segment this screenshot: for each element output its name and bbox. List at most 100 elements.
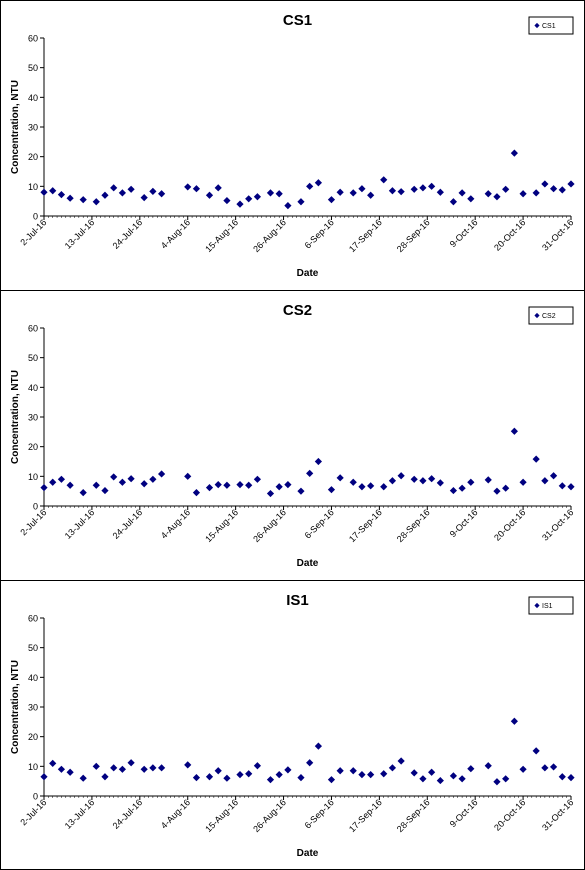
y-tick-label: 40	[28, 383, 38, 393]
data-point	[284, 766, 292, 774]
x-tick-label: 13-Jul-16	[63, 797, 97, 831]
data-point	[397, 188, 405, 196]
x-tick-label: 9-Oct-16	[448, 507, 480, 539]
x-tick-label: 6-Sep-16	[303, 797, 336, 830]
x-tick-label: 4-Aug-16	[159, 217, 192, 250]
x-tick-label: 24-Jul-16	[111, 797, 145, 831]
data-point	[519, 765, 527, 773]
x-tick-label: 6-Sep-16	[303, 217, 336, 250]
data-point	[266, 489, 275, 498]
data-point	[118, 765, 126, 773]
y-tick-label: 10	[28, 472, 38, 482]
y-axis-label: Concentration, NTU	[10, 80, 21, 174]
data-point	[327, 486, 336, 494]
data-point	[275, 190, 283, 198]
data-point	[567, 180, 575, 188]
x-tick-label: 17-Sep-16	[347, 797, 384, 834]
data-point	[66, 768, 74, 776]
data-point	[79, 489, 87, 497]
data-point	[349, 767, 357, 775]
data-point	[458, 189, 466, 197]
data-point	[57, 191, 66, 199]
data-point	[118, 189, 126, 197]
legend-marker	[534, 602, 540, 609]
data-point	[410, 185, 418, 193]
data-point	[532, 455, 540, 463]
data-point	[358, 771, 366, 779]
x-tick-label: 15-Aug-16	[203, 797, 240, 834]
data-point	[245, 481, 253, 489]
data-point	[110, 764, 118, 772]
x-tick-label: 13-Jul-16	[63, 217, 97, 251]
data-point	[467, 195, 475, 203]
data-point	[380, 770, 388, 778]
legend-marker	[534, 22, 540, 29]
y-tick-label: 0	[33, 792, 38, 802]
data-point	[110, 473, 118, 481]
data-point	[380, 483, 388, 491]
chart-title: IS1	[286, 592, 309, 609]
x-tick-label: 17-Sep-16	[347, 217, 384, 254]
data-point	[358, 483, 366, 491]
data-point	[388, 477, 397, 485]
data-point	[458, 484, 466, 492]
legend-label: IS1	[542, 603, 553, 610]
data-point	[127, 475, 135, 483]
data-point	[449, 198, 458, 206]
data-point	[549, 472, 558, 480]
data-point	[49, 759, 57, 767]
data-point	[336, 474, 344, 482]
data-point	[110, 184, 118, 192]
legend-box	[528, 306, 574, 325]
data-point	[157, 470, 166, 478]
data-point	[214, 767, 222, 775]
data-point	[306, 182, 314, 190]
data-point	[184, 472, 192, 480]
data-point	[245, 770, 253, 778]
x-tick-label: 2-Jul-16	[18, 797, 48, 827]
data-point	[236, 481, 244, 489]
data-point	[127, 185, 135, 193]
data-point	[436, 776, 444, 785]
data-point	[79, 196, 87, 204]
legend-marker	[534, 312, 540, 319]
y-tick-label: 50	[28, 643, 38, 653]
x-axis-label: Date	[297, 848, 319, 859]
chart-title: CS1	[283, 12, 312, 29]
x-tick-label: 28-Sep-16	[395, 217, 432, 254]
data-point	[314, 742, 322, 750]
x-tick-label: 20-Oct-16	[492, 217, 527, 252]
data-point	[388, 764, 397, 772]
data-point	[223, 196, 231, 205]
x-tick-label: 31-Oct-16	[540, 217, 575, 252]
data-point	[349, 478, 357, 486]
data-point	[567, 774, 575, 782]
data-point	[275, 771, 283, 779]
data-point	[541, 180, 549, 188]
chart-title: CS2	[283, 302, 312, 319]
data-point	[66, 194, 74, 202]
data-point	[519, 478, 527, 486]
x-tick-label: 20-Oct-16	[492, 507, 527, 542]
data-point	[410, 475, 418, 483]
data-point	[541, 477, 549, 485]
data-point	[40, 188, 48, 196]
y-tick-label: 60	[28, 614, 38, 624]
x-tick-label: 24-Jul-16	[111, 507, 145, 541]
data-point	[92, 481, 100, 489]
x-tick-label: 17-Sep-16	[347, 507, 384, 544]
y-tick-label: 50	[28, 63, 38, 73]
data-point	[358, 185, 366, 193]
y-tick-label: 0	[33, 502, 38, 512]
x-tick-label: 31-Oct-16	[540, 797, 575, 832]
data-point	[510, 427, 518, 435]
x-tick-label: 9-Oct-16	[448, 797, 480, 829]
chart-panel-cs2: CS2 0 10 20 30 40 50 60 2-Jul-16 13-Jul-16 24-Jul-…	[0, 290, 585, 581]
y-tick-label: 60	[28, 34, 38, 44]
data-point	[467, 765, 475, 773]
data-point	[49, 478, 57, 486]
y-tick-label: 20	[28, 152, 38, 162]
data-point	[275, 483, 283, 491]
data-point	[214, 481, 222, 489]
data-point	[140, 765, 148, 773]
